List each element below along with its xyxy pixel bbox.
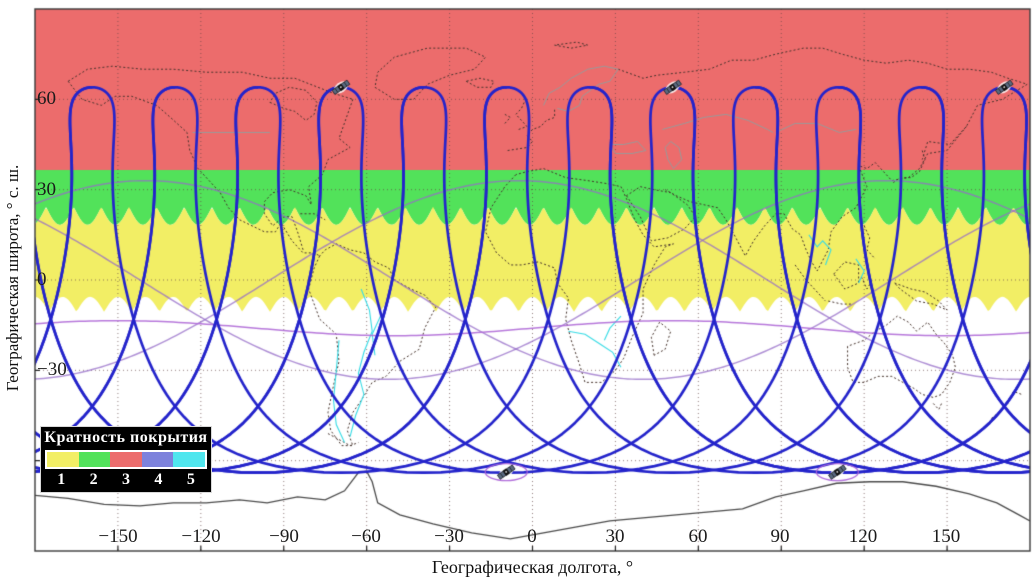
legend-swatch-row xyxy=(45,450,207,469)
x-tick-150: 150 xyxy=(931,526,961,547)
x-tick-minus90: −90 xyxy=(269,526,299,547)
legend-swatch-5 xyxy=(173,452,205,467)
y-tick-60: 60 xyxy=(37,88,56,109)
x-axis-label: Географическая долгота, ° xyxy=(431,557,634,577)
legend-label-3: 3 xyxy=(122,471,131,488)
x-tick-60: 60 xyxy=(688,526,708,547)
legend-label-1: 1 xyxy=(57,471,66,488)
x-tick-90: 90 xyxy=(770,526,790,547)
legend-coverage-multiplicity: Кратность покрытия 1 2 3 4 5 xyxy=(40,426,212,493)
x-tick-minus120: −120 xyxy=(181,526,221,547)
y-tick-minus30: −30 xyxy=(37,359,67,380)
legend-swatch-2 xyxy=(78,452,111,467)
legend-number-row: 1 2 3 4 5 xyxy=(45,469,207,492)
x-tick-0: 0 xyxy=(527,526,537,547)
x-tick-minus60: −60 xyxy=(351,526,381,547)
x-tick-minus150: −150 xyxy=(98,526,138,547)
y-tick-30: 30 xyxy=(37,179,56,200)
legend-label-4: 4 xyxy=(154,471,163,488)
x-tick-30: 30 xyxy=(605,526,625,547)
legend-swatch-1 xyxy=(47,452,79,467)
legend-label-5: 5 xyxy=(186,471,195,488)
legend-label-2: 2 xyxy=(89,471,98,488)
legend-swatch-4 xyxy=(141,452,174,467)
x-tick-minus30: −30 xyxy=(434,526,464,547)
y-tick-0: 0 xyxy=(37,269,47,290)
legend-swatch-3 xyxy=(110,452,142,467)
x-tick-120: 120 xyxy=(848,526,878,547)
legend-title: Кратность покрытия xyxy=(44,429,208,446)
y-axis-label: Географическая широта, ° с. ш. xyxy=(3,164,22,392)
